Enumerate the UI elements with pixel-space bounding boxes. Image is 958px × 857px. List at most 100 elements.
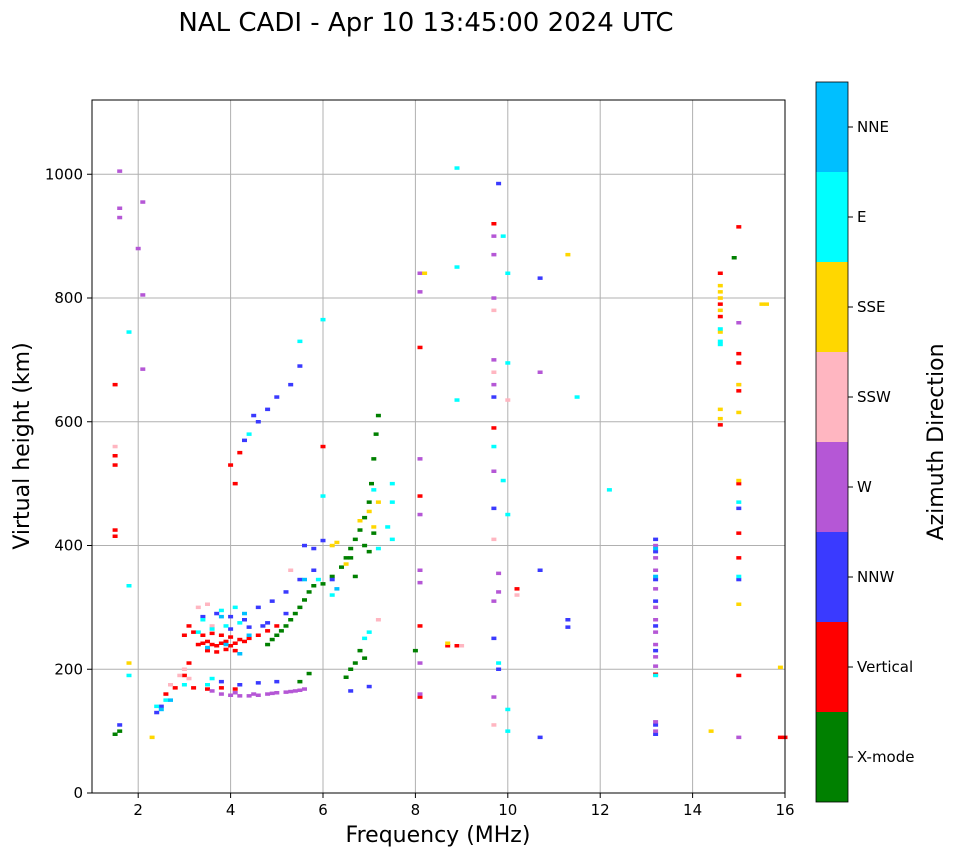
echo-point-vertical [717,314,723,319]
colorbar-segment [816,172,848,262]
echo-point-w [274,691,280,695]
echo-point-vertical [242,639,247,644]
echo-point-w [232,691,238,695]
echo-point-e [246,432,252,436]
echo-point-nnw [653,723,659,727]
colorbar-tick-label: E [857,208,866,226]
echo-point-sse [717,296,723,300]
echo-point-w [117,206,123,210]
echo-point-w [417,457,423,461]
echo-point-nnw [251,413,257,418]
echo-point-w [417,580,423,585]
echo-point-e [154,704,160,709]
echo-point-vertical [191,630,197,634]
echo-point-nnw [274,395,280,399]
echo-point-e [205,683,210,687]
echo-point-x-mode [357,528,363,532]
echo-point-ssw [195,605,201,610]
echo-point-e [385,525,391,529]
echo-point-e [375,546,381,551]
echo-point-nne [205,645,210,650]
echo-point-w [140,200,146,204]
echo-point-e [717,342,723,347]
colorbar: X-mode Vertical NNW W SSW SSE E NNE [815,81,914,803]
echo-point-vertical [205,648,210,653]
echo-point-vertical [777,735,783,740]
echo-point-ssw [288,568,294,572]
echo-point-e [371,488,377,492]
echo-point-nne [302,577,307,582]
echo-point-w [292,689,298,693]
echo-point-x-mode [362,543,368,548]
echo-point-nnw [302,543,307,548]
echo-point-w [417,661,423,665]
echo-point-vertical [417,494,423,498]
echo-point-nne [218,614,224,619]
echo-point-nnw [242,438,247,443]
echo-point-vertical [736,361,742,365]
echo-point-x-mode [352,574,358,579]
echo-point-nnw [366,684,372,689]
echo-point-e [126,584,132,588]
echo-point-e [454,166,460,170]
y-tick-label: 800 [54,289,83,307]
echo-point-w [117,169,123,173]
echo-point-sse [149,735,155,740]
echo-point-vertical [246,636,252,641]
echo-point-nnw [246,625,252,629]
echo-point-e [297,339,303,344]
echo-point-nnw [736,577,742,582]
echo-point-vertical [736,389,742,393]
echo-point-x-mode [362,515,368,520]
echo-point-nnw [537,568,543,572]
echo-point-nnw [565,625,571,629]
echo-point-x-mode [278,629,284,633]
echo-point-nnw [653,648,659,653]
echo-point-ssw [459,644,465,648]
echo-point-e [389,500,395,504]
echo-point-e [209,676,215,681]
echo-point-e [209,627,215,631]
echo-point-ssw [491,370,497,374]
echo-point-e [126,673,132,678]
echo-point-vertical [736,481,742,486]
echo-point-x-mode [112,732,118,736]
echo-point-x-mode [348,556,354,560]
echo-point-vertical [218,686,224,690]
echo-point-nnw [255,681,261,685]
echo-point-nnw [274,679,280,684]
echo-point-vertical [112,463,118,467]
echo-point-sse [736,410,742,415]
echo-point-ssw [514,593,520,597]
echo-point-e [181,683,187,687]
echo-point-w [302,687,307,691]
echo-point-vertical [181,673,187,678]
echo-point-nnw [200,614,206,619]
echo-point-w [491,469,497,473]
echo-point-nnw [255,605,261,610]
colorbar-segment [816,352,848,442]
echo-point-w [209,689,215,693]
echo-point-vertical [172,686,178,690]
echo-point-vertical [417,624,423,628]
echo-point-nne [168,698,173,702]
data-points [112,166,788,740]
echo-point-x-mode [320,582,326,586]
echo-point-x-mode [343,556,349,560]
echo-point-nnw [348,689,354,693]
echo-point-vertical [232,481,238,486]
echo-point-w [653,655,659,659]
echo-point-vertical [736,225,742,229]
echo-point-w [288,689,294,694]
echo-point-x-mode [306,671,312,676]
echo-point-vertical [163,692,169,696]
echo-point-nnw [653,549,659,554]
echo-point-x-mode [339,565,344,569]
echo-point-vertical [112,382,118,387]
x-tick-label: 10 [498,801,517,819]
echo-point-nnw [297,577,303,582]
echo-point-sse [422,271,428,275]
echo-point-w [117,215,123,220]
echo-point-e [505,707,511,712]
echo-point-vertical [195,642,201,647]
